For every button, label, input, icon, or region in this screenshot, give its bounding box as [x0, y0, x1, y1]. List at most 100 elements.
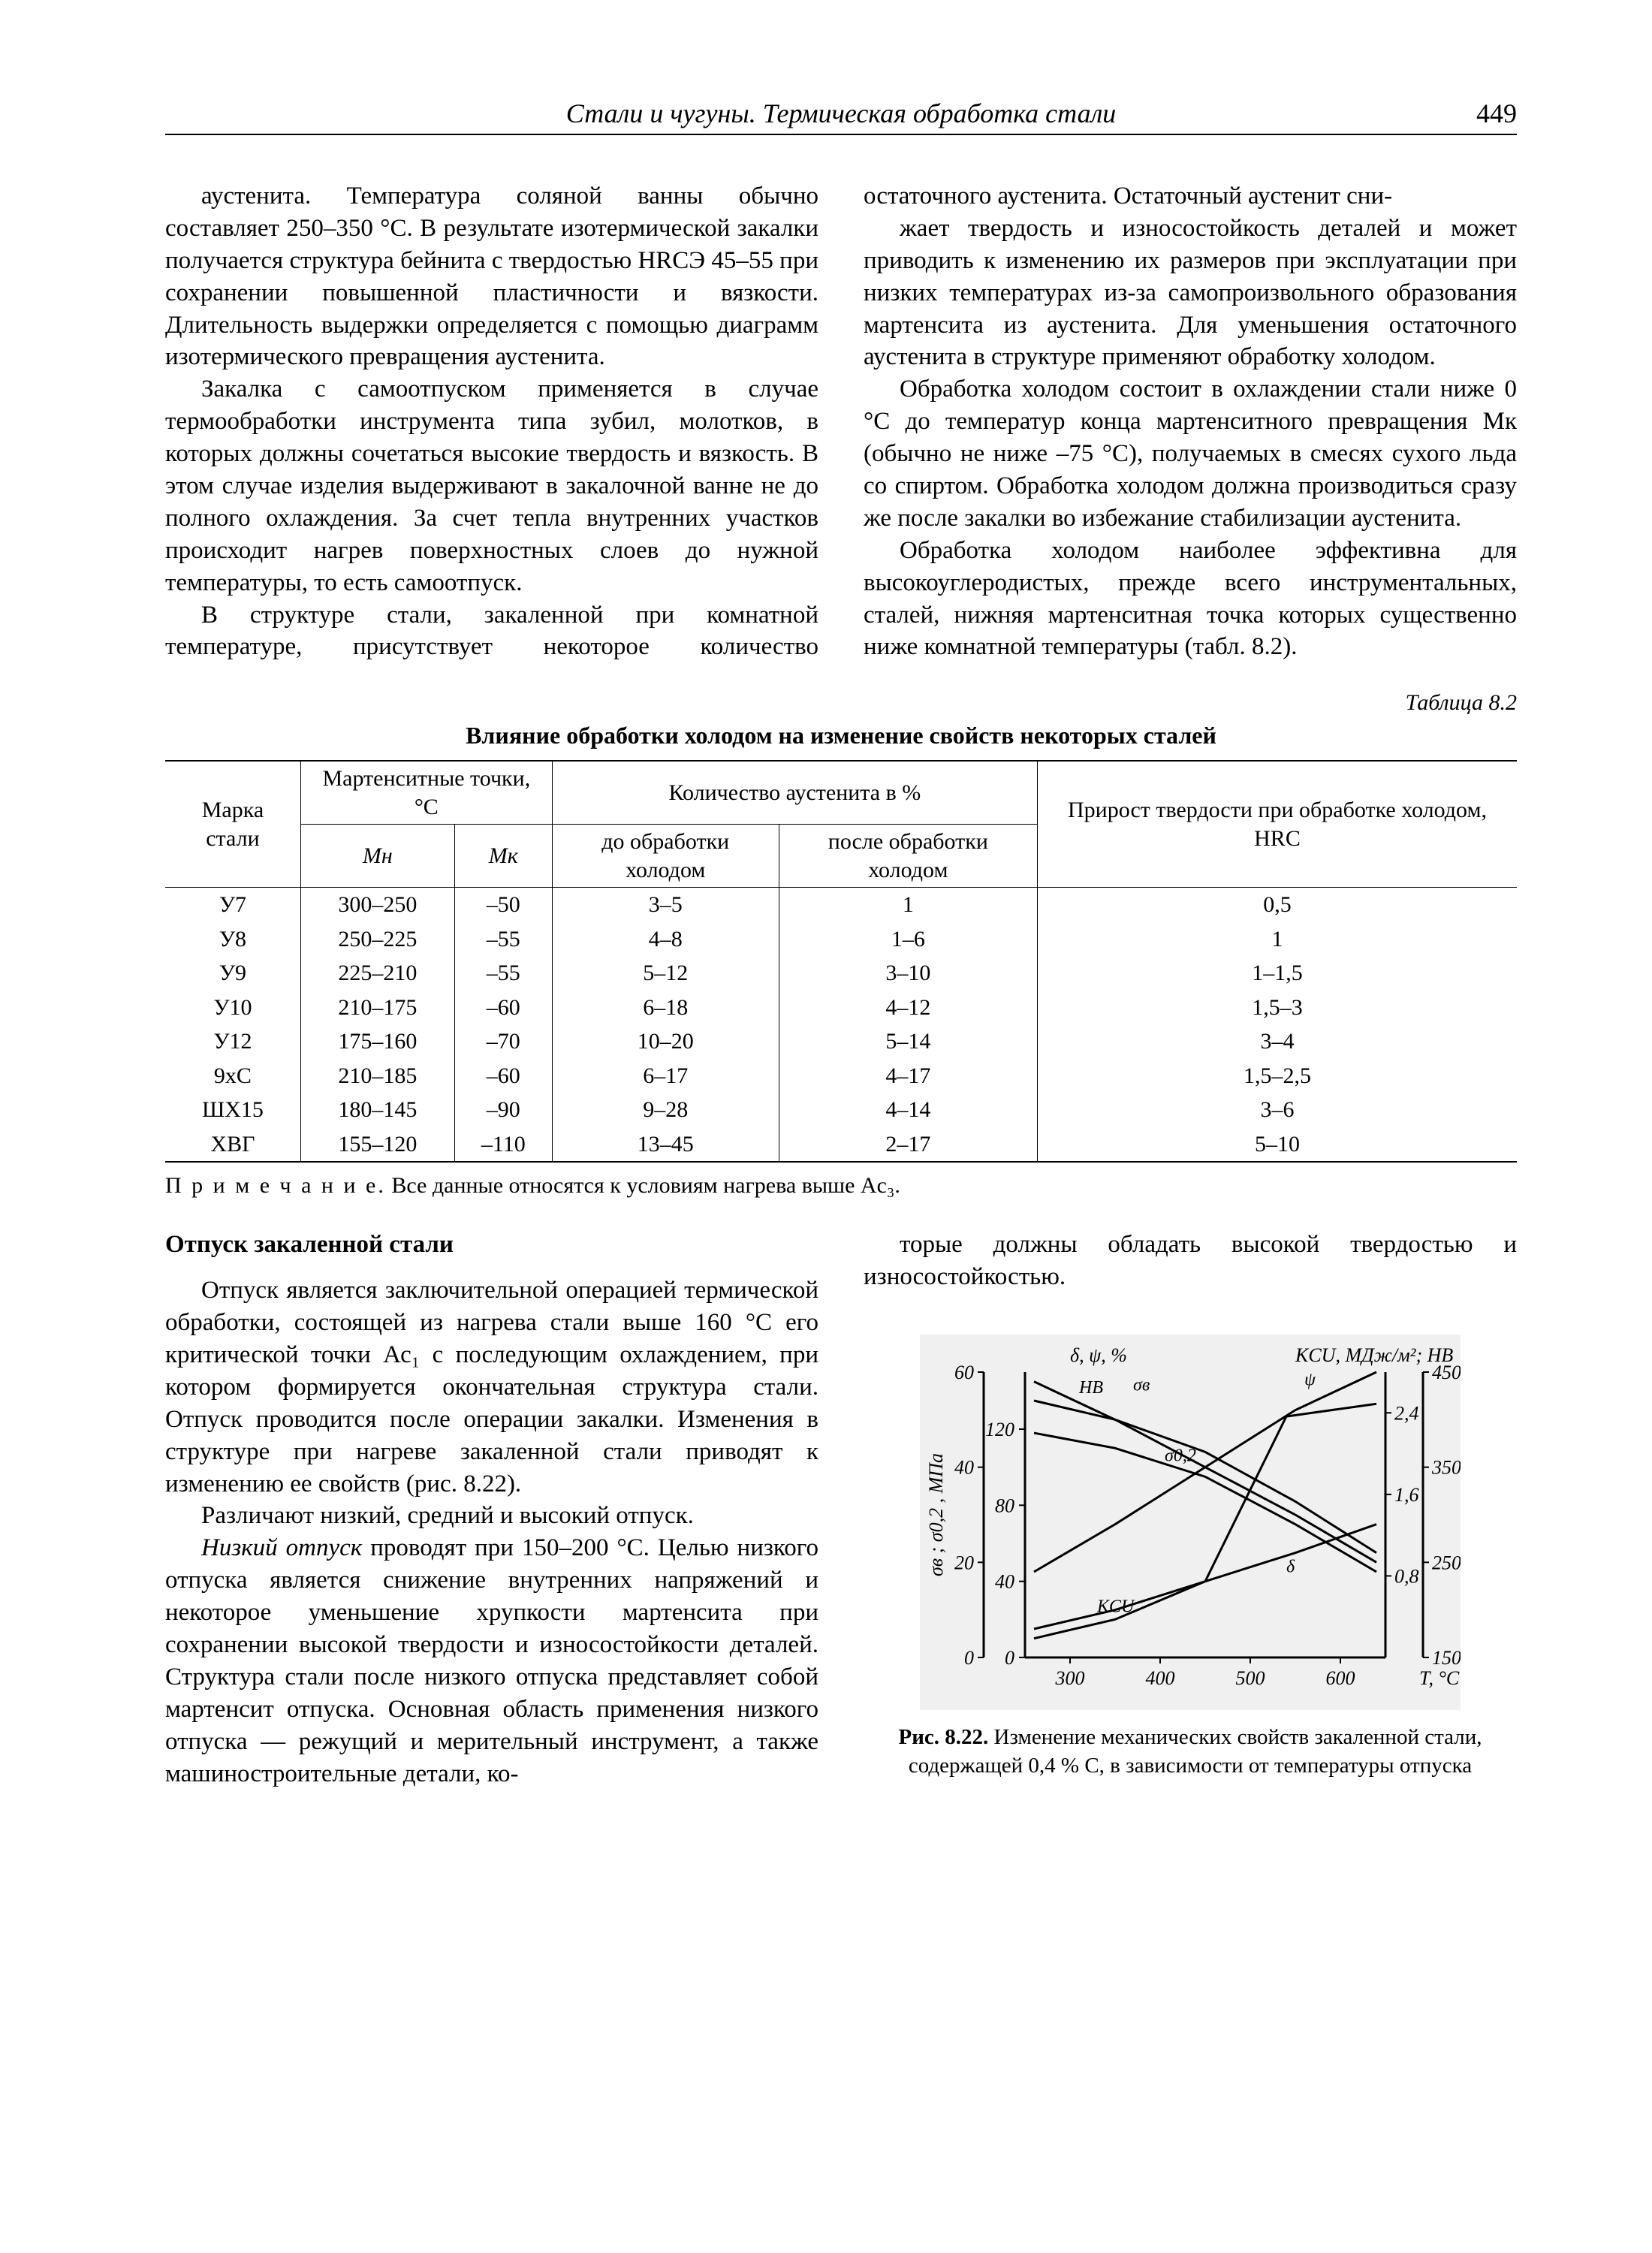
- table-cell: –50: [454, 888, 552, 922]
- paragraph: жает твердость и износостойкость деталей…: [864, 213, 1517, 373]
- svg-text:60: 60: [954, 1362, 974, 1383]
- left-column: Отпуск закаленной стали Отпуск является …: [165, 1229, 818, 1790]
- col-group-header: Количество аустенита в %: [552, 761, 1037, 825]
- table-row: У12175–160–7010–205–143–4: [165, 1024, 1517, 1059]
- col-header: Прирост твердости при обработке холодом,…: [1037, 761, 1517, 888]
- svg-text:KCU: KCU: [1096, 1597, 1135, 1616]
- table-cell: –60: [454, 991, 552, 1025]
- paragraph: торые должны обладать высокой твердостью…: [864, 1229, 1517, 1293]
- table-cell: 1: [779, 888, 1037, 922]
- svg-text:80: 80: [995, 1494, 1014, 1516]
- table-cell: 155–120: [300, 1127, 454, 1163]
- table-cell: 300–250: [300, 888, 454, 922]
- table-cell: 1,5–3: [1037, 991, 1517, 1025]
- paragraph: Низкий отпуск проводят при 150–200 °С. Ц…: [165, 1532, 818, 1790]
- table-label: Таблица 8.2: [165, 690, 1517, 716]
- table-cell: У12: [165, 1024, 300, 1059]
- svg-text:0,8: 0,8: [1394, 1566, 1419, 1588]
- table-cell: 210–175: [300, 991, 454, 1025]
- table-cell: 4–17: [779, 1059, 1037, 1093]
- table-cell: 1,5–2,5: [1037, 1059, 1517, 1093]
- svg-text:HB: HB: [1078, 1378, 1103, 1398]
- svg-text:150: 150: [1432, 1647, 1461, 1669]
- table-row: 9хС210–185–606–174–171,5–2,5: [165, 1059, 1517, 1093]
- table-cell: 5–12: [552, 956, 779, 991]
- note-text: Все данные относятся к условиям нагрева …: [386, 1173, 900, 1198]
- table-cell: –55: [454, 922, 552, 957]
- table-cell: У9: [165, 956, 300, 991]
- paragraph: Отпуск является заключительной операцией…: [165, 1274, 818, 1500]
- body-columns: аустенита. Температура соляной ванны обы…: [165, 180, 1517, 663]
- table-cell: –90: [454, 1093, 552, 1127]
- svg-text:500: 500: [1236, 1667, 1265, 1689]
- svg-text:KCU, МДж/м²; HB: KCU, МДж/м²; HB: [1295, 1344, 1453, 1366]
- table-cell: У10: [165, 991, 300, 1025]
- svg-text:400: 400: [1146, 1667, 1175, 1689]
- svg-text:T, °C: T, °C: [1419, 1667, 1460, 1689]
- table-cell: 9–28: [552, 1093, 779, 1127]
- table-row: ХВГ155–120–11013–452–175–10: [165, 1127, 1517, 1163]
- header-title: Стали и чугуны. Термическая обработка ст…: [255, 98, 1427, 129]
- table-cell: 3–6: [1037, 1093, 1517, 1127]
- table-row: У9225–210–555–123–101–1,5: [165, 956, 1517, 991]
- emphasis: Низкий отпуск: [201, 1534, 362, 1561]
- paragraph: Обработка холодом состоит в охлаждении с…: [864, 373, 1517, 534]
- table-cell: 9хС: [165, 1059, 300, 1093]
- svg-text:δ, ψ, %: δ, ψ, %: [1070, 1344, 1127, 1366]
- svg-text:1,6: 1,6: [1394, 1484, 1419, 1506]
- right-column: торые должны обладать высокой твердостью…: [864, 1229, 1517, 1790]
- figure-caption: Рис. 8.22. Изменение механических свойст…: [864, 1724, 1517, 1780]
- svg-text:40: 40: [995, 1571, 1014, 1593]
- table-cell: 4–12: [779, 991, 1037, 1025]
- table-cell: 1–1,5: [1037, 956, 1517, 991]
- table-cell: 10–20: [552, 1024, 779, 1059]
- table-cell: 3–4: [1037, 1024, 1517, 1059]
- col-header: Мк: [454, 825, 552, 888]
- figure: 300400500600T, °C0408012002040600,81,62,…: [864, 1335, 1517, 1780]
- table-title: Влияние обработки холодом на изменение с…: [165, 722, 1517, 749]
- svg-text:250: 250: [1432, 1552, 1461, 1573]
- svg-text:σ0,2: σ0,2: [1165, 1446, 1196, 1465]
- svg-text:σв ; σ0,2 , МПа: σв ; σ0,2 , МПа: [925, 1453, 947, 1576]
- table-cell: 3–5: [552, 888, 779, 922]
- table-cell: 5–14: [779, 1024, 1037, 1059]
- table-row: ШХ15180–145–909–284–143–6: [165, 1093, 1517, 1127]
- paragraph: Обработка холодом наиболее эффективна дл…: [864, 535, 1517, 664]
- table-cell: 225–210: [300, 956, 454, 991]
- svg-text:0: 0: [964, 1647, 974, 1669]
- table-cell: 1–6: [779, 922, 1037, 957]
- table-row: У7300–250–503–510,5: [165, 888, 1517, 922]
- table-note: П р и м е ч а н и е. Все данные относятс…: [165, 1173, 1517, 1199]
- page-number: 449: [1427, 98, 1517, 129]
- lower-columns: Отпуск закаленной стали Отпуск является …: [165, 1229, 1517, 1790]
- paragraph: Закалка с самоотпуском применяется в слу…: [165, 373, 818, 599]
- table-row: У8250–225–554–81–61: [165, 922, 1517, 957]
- col-group-header: Мартенситные точки, °С: [300, 761, 552, 825]
- svg-text:40: 40: [954, 1457, 974, 1479]
- running-header: Стали и чугуны. Термическая обработка ст…: [165, 98, 1517, 135]
- table-row: У10210–175–606–184–121,5–3: [165, 991, 1517, 1025]
- note-label: П р и м е ч а н и е.: [165, 1173, 386, 1198]
- table-cell: 0,5: [1037, 888, 1517, 922]
- col-header: Мн: [300, 825, 454, 888]
- table-cell: 3–10: [779, 956, 1037, 991]
- table-cell: 13–45: [552, 1127, 779, 1163]
- figure-number: Рис. 8.22.: [899, 1725, 989, 1749]
- table-cell: 180–145: [300, 1093, 454, 1127]
- table-cell: ШХ15: [165, 1093, 300, 1127]
- paragraph: Различают низкий, средний и высокий отпу…: [165, 1500, 818, 1532]
- svg-text:120: 120: [985, 1419, 1014, 1440]
- table-cell: 6–18: [552, 991, 779, 1025]
- table-cell: 2–17: [779, 1127, 1037, 1163]
- svg-text:2,4: 2,4: [1394, 1402, 1419, 1424]
- svg-text:σв: σв: [1133, 1376, 1150, 1395]
- chart-svg: 300400500600T, °C0408012002040600,81,62,…: [920, 1335, 1461, 1710]
- table-cell: –70: [454, 1024, 552, 1059]
- table-cell: 1: [1037, 922, 1517, 957]
- paragraph: аустенита. Температура соляной ванны обы…: [165, 180, 818, 373]
- svg-text:350: 350: [1431, 1457, 1461, 1479]
- table-cell: 6–17: [552, 1059, 779, 1093]
- svg-text:600: 600: [1326, 1667, 1355, 1689]
- svg-text:300: 300: [1055, 1667, 1085, 1689]
- table-cell: 5–10: [1037, 1127, 1517, 1163]
